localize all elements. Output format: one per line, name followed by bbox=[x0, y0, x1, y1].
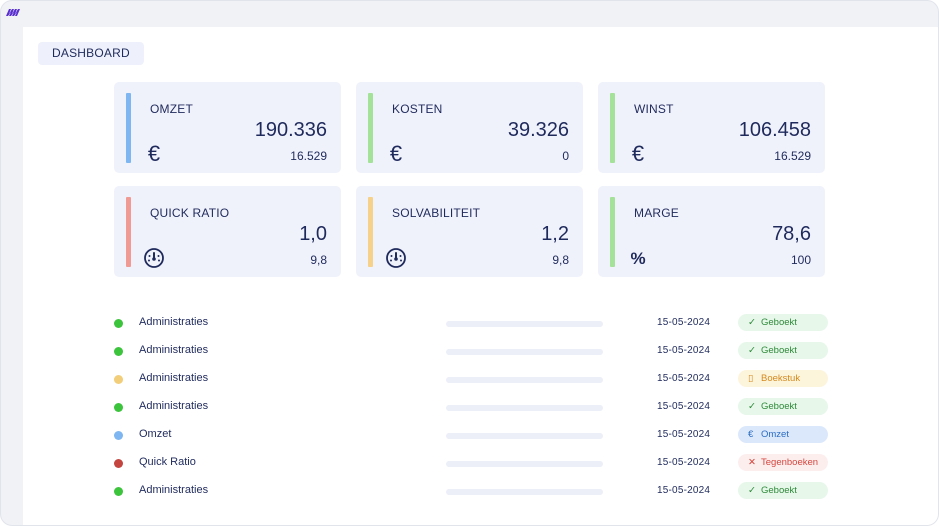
euro-icon: € bbox=[389, 141, 403, 166]
status-badge-label: Boekstuk bbox=[761, 373, 801, 384]
list-item-name: Administraties bbox=[139, 400, 209, 412]
page-title: DASHBOARD bbox=[38, 42, 144, 65]
card-label: QUICK RATIO bbox=[150, 206, 230, 220]
card-accent-bar bbox=[368, 197, 373, 267]
card-subvalue: 16.529 bbox=[290, 149, 327, 163]
list-item-date: 15-05-2024 bbox=[657, 429, 711, 440]
list-item[interactable]: Omzet 15-05-2024 € Omzet bbox=[111, 425, 831, 445]
kpi-card-winst[interactable]: WINST 106.458 € 16.529 bbox=[598, 82, 825, 173]
check-icon: ✓ bbox=[748, 317, 756, 328]
list-item-name: Administraties bbox=[139, 344, 209, 356]
card-accent-bar bbox=[368, 93, 373, 163]
progress-track bbox=[446, 489, 603, 495]
card-value: 190.336 bbox=[254, 119, 327, 141]
progress-track bbox=[446, 405, 603, 411]
status-badge-label: Omzet bbox=[761, 429, 789, 440]
status-badge[interactable]: ✓ Geboekt bbox=[738, 314, 828, 331]
status-dot bbox=[114, 459, 123, 468]
card-accent-bar bbox=[126, 197, 131, 267]
list-item-date: 15-05-2024 bbox=[657, 457, 711, 468]
progress-track bbox=[446, 461, 603, 467]
status-badge[interactable]: ✓ Geboekt bbox=[738, 398, 828, 415]
status-badge-label: Geboekt bbox=[761, 317, 797, 328]
card-accent-bar bbox=[610, 197, 615, 267]
check-icon: ✓ bbox=[748, 401, 756, 412]
euro-icon: € bbox=[147, 141, 161, 166]
status-dot bbox=[114, 375, 123, 384]
status-dot bbox=[114, 487, 123, 496]
card-subvalue: 0 bbox=[562, 149, 569, 163]
card-accent-bar bbox=[610, 93, 615, 163]
app-logo bbox=[6, 9, 20, 16]
check-icon: ✓ bbox=[748, 485, 756, 496]
kpi-card-quick-ratio[interactable]: QUICK RATIO 1,0 9,8 bbox=[114, 186, 341, 277]
list-item-name: Administraties bbox=[139, 372, 209, 384]
document-icon: ▯ bbox=[748, 373, 754, 384]
cross-icon: ✕ bbox=[748, 457, 756, 468]
list-item-name: Administraties bbox=[139, 484, 209, 496]
status-badge[interactable]: € Omzet bbox=[738, 426, 828, 443]
card-value: 78,6 bbox=[772, 223, 811, 245]
list-item[interactable]: Administraties 15-05-2024 ✓ Geboekt bbox=[111, 313, 831, 333]
list-item-date: 15-05-2024 bbox=[657, 317, 711, 328]
status-dot bbox=[114, 403, 123, 412]
list-item-date: 15-05-2024 bbox=[657, 345, 711, 356]
progress-track bbox=[446, 321, 603, 327]
progress-track bbox=[446, 349, 603, 355]
status-badge[interactable]: ▯ Boekstuk bbox=[738, 370, 828, 387]
status-badge-label: Tegenboeken bbox=[761, 457, 819, 468]
list-item[interactable]: Quick Ratio 15-05-2024 ✕ Tegenboeken bbox=[111, 453, 831, 473]
card-value: 106.458 bbox=[738, 119, 811, 141]
card-accent-bar bbox=[126, 93, 131, 163]
status-badge-label: Geboekt bbox=[761, 485, 797, 496]
card-subvalue: 100 bbox=[790, 253, 811, 267]
progress-track bbox=[446, 433, 603, 439]
status-badge[interactable]: ✕ Tegenboeken bbox=[738, 454, 828, 471]
list-item-date: 15-05-2024 bbox=[657, 373, 711, 384]
dashboard-panel: DASHBOARD OMZET 190.336 € 16.529 KOSTEN … bbox=[23, 27, 938, 525]
card-label: MARGE bbox=[634, 206, 680, 220]
card-subvalue: 16.529 bbox=[774, 149, 811, 163]
card-label: SOLVABILITEIT bbox=[392, 206, 481, 220]
card-subvalue: 9,8 bbox=[552, 253, 569, 267]
list-item[interactable]: Administraties 15-05-2024 ✓ Geboekt bbox=[111, 397, 831, 417]
progress-track bbox=[446, 377, 603, 383]
list-item[interactable]: Administraties 15-05-2024 ✓ Geboekt bbox=[111, 481, 831, 501]
status-dot bbox=[114, 431, 123, 440]
euro-icon: € bbox=[631, 141, 645, 166]
card-value: 1,0 bbox=[299, 223, 327, 245]
gauge-icon bbox=[142, 246, 166, 270]
gauge-icon bbox=[384, 246, 408, 270]
card-subvalue: 9,8 bbox=[310, 253, 327, 267]
list-item-name: Quick Ratio bbox=[139, 456, 196, 468]
kpi-card-marge[interactable]: MARGE 78,6 % 100 bbox=[598, 186, 825, 277]
status-badge-label: Geboekt bbox=[761, 401, 797, 412]
status-badge[interactable]: ✓ Geboekt bbox=[738, 342, 828, 359]
card-value: 1,2 bbox=[541, 223, 569, 245]
card-value: 39.326 bbox=[507, 119, 569, 141]
kpi-card-solvabiliteit[interactable]: SOLVABILITEIT 1,2 9,8 bbox=[356, 186, 583, 277]
status-dot bbox=[114, 319, 123, 328]
status-dot bbox=[114, 347, 123, 356]
status-badge[interactable]: ✓ Geboekt bbox=[738, 482, 828, 499]
euro-icon: € bbox=[748, 429, 754, 440]
status-badge-label: Geboekt bbox=[761, 345, 797, 356]
list-item-name: Administraties bbox=[139, 316, 209, 328]
list-item[interactable]: Administraties 15-05-2024 ✓ Geboekt bbox=[111, 341, 831, 361]
percent-icon: % bbox=[630, 248, 646, 268]
list-item-date: 15-05-2024 bbox=[657, 485, 711, 496]
list-item[interactable]: Administraties 15-05-2024 ▯ Boekstuk bbox=[111, 369, 831, 389]
kpi-card-omzet[interactable]: OMZET 190.336 € 16.529 bbox=[114, 82, 341, 173]
check-icon: ✓ bbox=[748, 345, 756, 356]
list-item-date: 15-05-2024 bbox=[657, 401, 711, 412]
card-label: KOSTEN bbox=[392, 102, 443, 116]
card-label: OMZET bbox=[150, 102, 193, 116]
card-label: WINST bbox=[634, 102, 674, 116]
kpi-card-kosten[interactable]: KOSTEN 39.326 € 0 bbox=[356, 82, 583, 173]
list-item-name: Omzet bbox=[139, 428, 172, 440]
